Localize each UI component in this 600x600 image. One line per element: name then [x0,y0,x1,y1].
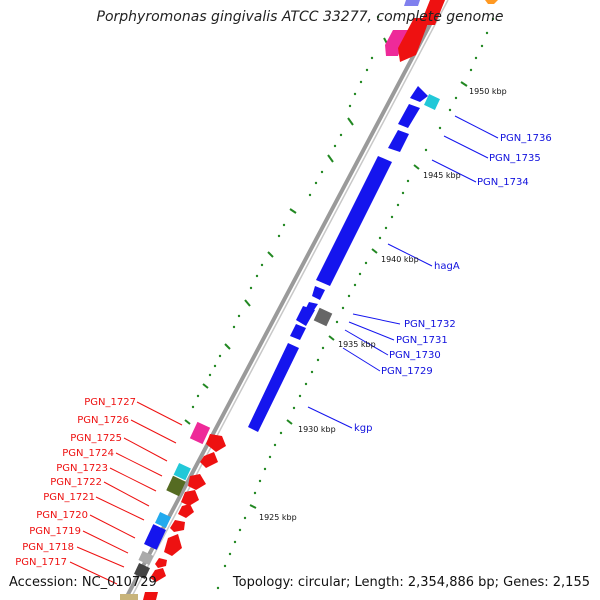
tick-label-1930: 1930 kbp [298,425,336,434]
gene-label-pgn1732[interactable]: PGN_1732 [404,319,456,330]
gene-label-pgn1721[interactable]: PGN_1721 [43,492,95,503]
accession-text: Accession: NC_010729 [9,575,157,590]
gene-label-pgn1725[interactable]: PGN_1725 [70,433,122,444]
gene-label-kgp[interactable]: kgp [354,423,373,434]
gene-label-pgn1727[interactable]: PGN_1727 [84,397,136,408]
gene-label-pgn1726[interactable]: PGN_1726 [77,415,129,426]
gene-label-pgn1731[interactable]: PGN_1731 [396,335,448,346]
right-leader-lines [307,115,499,429]
gene-label-pgn1730[interactable]: PGN_1730 [389,350,441,361]
inner-tick-track [249,81,468,509]
tick-label-1940: 1940 kbp [381,255,419,264]
gene-label-pgn1735[interactable]: PGN_1735 [489,153,541,164]
gene-label-pgn1722[interactable]: PGN_1722 [50,477,102,488]
gene-label-pgn1723[interactable]: PGN_1723 [56,463,108,474]
gene-label-pgn1717[interactable]: PGN_1717 [15,557,67,568]
inner-dot-track [216,17,495,590]
genome-backbone [123,0,449,600]
tick-label-1925: 1925 kbp [259,513,297,522]
gene-label-pgn1736[interactable]: PGN_1736 [500,133,552,144]
gene-label-pgn1724[interactable]: PGN_1724 [62,448,114,459]
blue-genes [248,86,428,432]
lower-genes [120,421,226,600]
tick-label-1950: 1950 kbp [469,87,507,96]
genome-title: Porphyromonas gingivalis ATCC 33277, com… [96,9,504,25]
tick-label-1945: 1945 kbp [423,171,461,180]
gene-label-pgn1719[interactable]: PGN_1719 [29,526,81,537]
outer-dot-track [191,15,380,409]
outer-dotted-track [184,37,390,425]
gene-label-pgn1718[interactable]: PGN_1718 [22,542,74,553]
gene-label-pgn1720[interactable]: PGN_1720 [36,510,88,521]
top-features [385,0,498,110]
left-leader-lines [69,401,183,585]
gray-gene-1731 [313,307,333,327]
gene-label-haga[interactable]: hagA [434,261,460,272]
gene-label-pgn1729[interactable]: PGN_1729 [381,366,433,377]
tick-label-1935: 1935 kbp [338,340,376,349]
gene-label-pgn1734[interactable]: PGN_1734 [477,177,529,188]
topology-text: Topology: circular; Length: 2,354,886 bp… [232,575,590,590]
